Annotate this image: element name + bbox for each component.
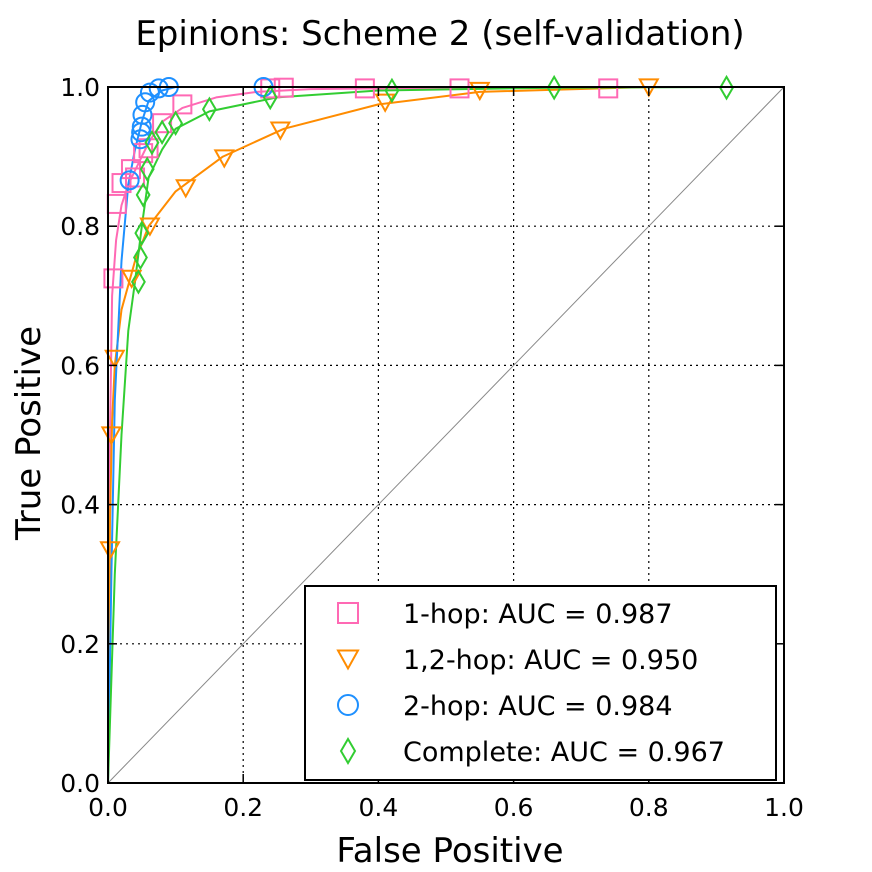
series-3-point	[168, 110, 184, 136]
legend-label-3: Complete: AUC = 0.967	[403, 737, 725, 768]
y-tick-label: 0.6	[60, 351, 100, 380]
series-2-point	[119, 170, 140, 191]
series-2-point	[135, 92, 156, 113]
series-0-point	[598, 78, 619, 99]
x-tick-label: 0.0	[88, 793, 128, 822]
series-3-point	[144, 129, 160, 156]
plot-frame	[107, 86, 785, 784]
series-0-point	[103, 268, 124, 289]
series-1-point	[269, 121, 292, 141]
series-3-curve	[107, 86, 784, 784]
series-1-point	[213, 149, 235, 169]
series-0-point	[354, 78, 375, 99]
series-1-curve	[107, 86, 784, 784]
legend-label-2: 2-hop: AUC = 0.984	[403, 691, 673, 722]
diagonal-reference-line	[107, 86, 785, 784]
legend-box	[304, 585, 777, 781]
y-axis-label: True Positive	[9, 326, 49, 541]
series-3-point	[154, 119, 170, 146]
series-1-point	[100, 426, 123, 446]
series-2-point	[131, 116, 152, 137]
series-2-point	[148, 78, 169, 99]
grid-lines	[108, 87, 784, 783]
y-tick-label: 0.4	[60, 491, 100, 520]
series-1-point	[469, 81, 491, 102]
x-tick-label: 0.6	[494, 793, 534, 822]
y-tick-label: 0.2	[60, 630, 100, 659]
x-tick-label: 0.8	[629, 793, 669, 822]
y-tick-label: 1.0	[60, 73, 100, 102]
x-axis-label: False Positive	[336, 831, 563, 871]
series-1-point	[374, 93, 396, 113]
series-3-point	[135, 182, 151, 208]
series-2-point	[130, 129, 151, 150]
series-0-point	[172, 94, 193, 115]
y-tick-label: 0.8	[60, 212, 100, 241]
series-1-point	[120, 269, 143, 290]
legend-marker-3	[339, 737, 357, 765]
legend: 1-hop: AUC = 0.987 1,2-hop: AUC = 0.950 2-…	[304, 585, 777, 781]
series-3-point	[201, 96, 217, 123]
series-3-point	[132, 244, 148, 271]
series-3-point	[719, 74, 734, 101]
series-1-point	[99, 541, 121, 561]
axis-ticks: 0.0 0.2 0.4 0.6 0.8 1.0 0.0 0.2 0.4 0.6 0.8 1.0	[60, 73, 804, 822]
series-3-point	[546, 74, 562, 101]
series-0-point	[152, 113, 173, 134]
x-tick-label: 0.4	[359, 793, 399, 822]
series-3-point	[134, 220, 150, 246]
series-1-point	[175, 179, 197, 199]
series-3-point	[262, 84, 278, 111]
chart-title: Epinions: Scheme 2 (self-validation)	[135, 14, 744, 54]
series-3-point	[130, 269, 146, 295]
series-1-point	[104, 349, 126, 370]
legend-marker-0	[337, 602, 359, 624]
series-0-point	[260, 78, 281, 99]
series-2-point	[139, 82, 160, 103]
legend-label-0: 1-hop: AUC = 0.987	[403, 599, 673, 630]
x-tick-label: 0.2	[223, 793, 263, 822]
x-tick-label: 1.0	[764, 793, 804, 822]
series-2-point	[132, 104, 153, 125]
legend-marker-2	[337, 694, 359, 716]
y-tick-label: 0.0	[60, 769, 100, 798]
series-0-point	[449, 78, 470, 99]
series-3-point	[139, 156, 155, 182]
legend-label-1: 1,2-hop: AUC = 0.950	[403, 645, 698, 676]
roc-markers	[99, 74, 734, 561]
legend-marker-1	[336, 649, 360, 671]
